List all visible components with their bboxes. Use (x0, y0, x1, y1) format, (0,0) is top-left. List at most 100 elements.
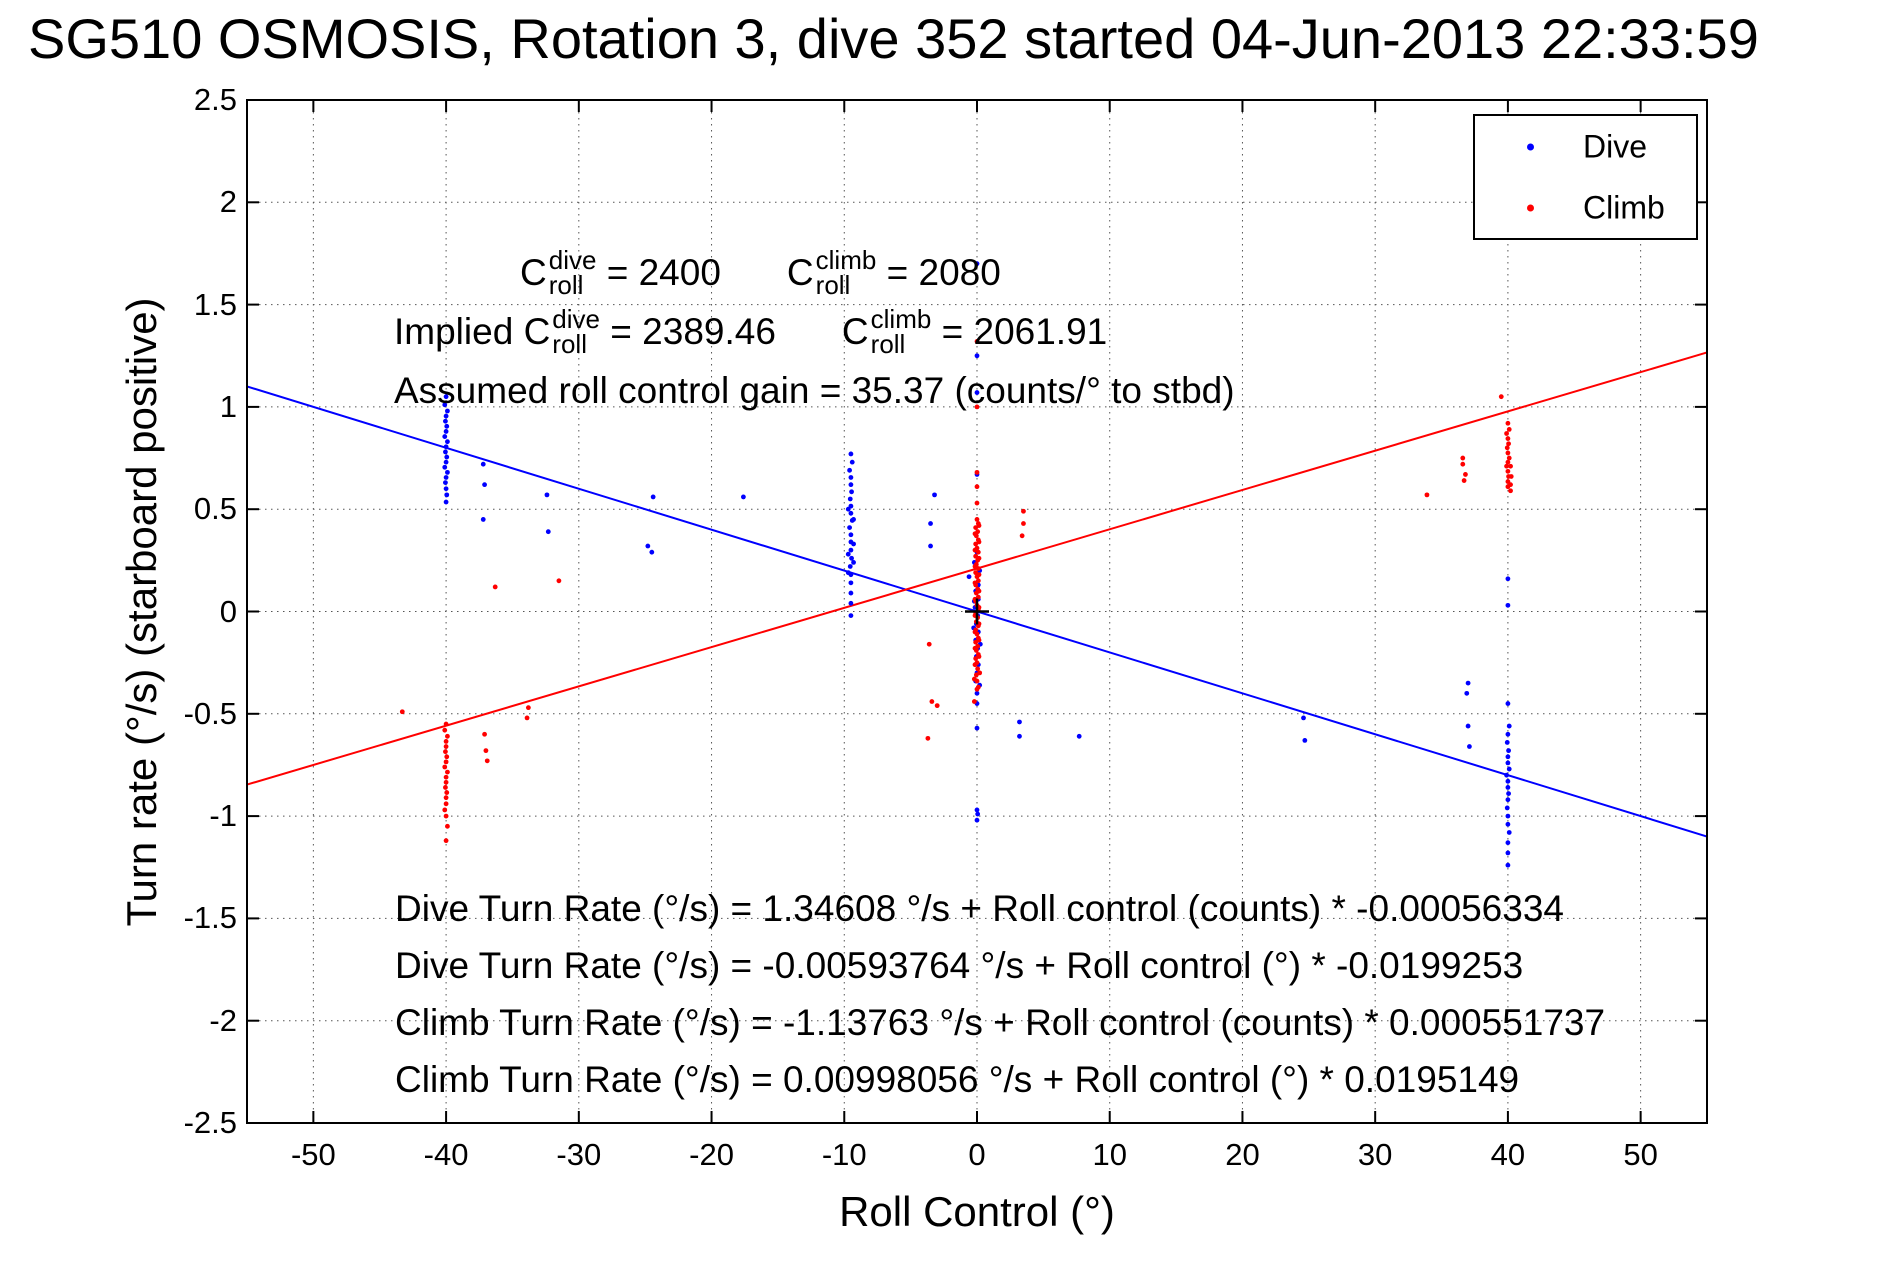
scatter-point-climb (1460, 461, 1466, 467)
scatter-point-dive (974, 390, 980, 395)
scatter-point-dive (649, 549, 655, 555)
scatter-point-climb (443, 739, 449, 744)
scatter-point-dive (1506, 723, 1512, 729)
scatter-point-dive (1505, 840, 1511, 846)
scatter-point-climb (442, 807, 448, 813)
x-tick-label: -30 (556, 1137, 602, 1172)
scatter-point-dive (851, 559, 856, 565)
scatter-point-climb (445, 823, 450, 829)
scatter-point-dive (442, 464, 448, 470)
y-tick-label: 1.5 (193, 286, 237, 322)
scatter-point-dive (847, 496, 853, 502)
scatter-point-climb (443, 813, 449, 819)
scatter-point-dive (480, 517, 486, 522)
scatter-point-dive (974, 807, 980, 813)
x-tick-label: -20 (689, 1137, 734, 1172)
scatter-point-dive (848, 482, 854, 488)
scatter-point-dive (847, 525, 852, 531)
scatter-point-climb (977, 670, 983, 676)
scatter-point-climb (443, 721, 449, 727)
scatter-point-dive (1504, 805, 1510, 811)
scatter-point-climb (443, 779, 449, 785)
scatter-point-climb (443, 774, 449, 780)
scatter-point-climb (972, 580, 978, 586)
scatter-point-climb (524, 715, 530, 721)
implied-climb-value: = 2061.91 (931, 310, 1108, 352)
y-tick-label: 0 (219, 593, 237, 629)
scatter-point-dive (545, 529, 551, 535)
scatter-point-dive (445, 469, 450, 475)
scatter-point-dive (650, 494, 656, 500)
scatter-point-dive (851, 517, 856, 522)
c-dive-value: = 2400 (596, 251, 721, 293)
scatter-point-dive (443, 418, 448, 424)
scatter-point-dive (974, 725, 980, 731)
scatter-point-dive (1505, 821, 1511, 827)
c-symbol: C (841, 310, 869, 352)
scatter-point-dive (974, 690, 980, 696)
scatter-point-dive (848, 475, 854, 480)
scatter-point-climb (1505, 468, 1511, 474)
scatter-point-dive (1506, 830, 1512, 835)
climb-degrees-equation: Climb Turn Rate (°/s) = 0.00998056 °/s +… (395, 1059, 1520, 1100)
scatter-point-climb (1463, 472, 1468, 477)
scatter-point-dive (849, 489, 854, 495)
x-tick-label: 10 (1092, 1137, 1127, 1172)
legend-label-climb: Climb (1583, 189, 1665, 225)
scatter-point-dive (975, 811, 981, 817)
scatter-point-dive (1017, 733, 1022, 739)
scatter-point-climb (925, 735, 931, 741)
scatter-point-climb (929, 699, 935, 704)
scatter-point-climb (1508, 482, 1513, 488)
scatter-point-dive (845, 570, 851, 576)
scatter-point-dive (848, 547, 854, 553)
scatter-point-dive (1505, 797, 1511, 803)
scatter-point-climb (445, 733, 450, 739)
scatter-point-climb (1505, 420, 1511, 426)
y-tick-label: -0.5 (183, 695, 237, 731)
scatter-point-dive (443, 499, 449, 505)
y-tick-label: 1 (219, 388, 237, 424)
figure-title: SG510 OSMOSIS, Rotation 3, dive 352 star… (28, 7, 1759, 70)
scatter-point-climb (976, 572, 982, 578)
scatter-point-dive (444, 454, 450, 460)
scatter-point-dive (544, 492, 550, 498)
scatter-point-dive (1465, 723, 1471, 729)
scatter-point-dive (974, 261, 980, 267)
scatter-point-climb (556, 578, 562, 584)
scatter-point-dive (443, 429, 449, 434)
scatter-point-dive (848, 510, 854, 516)
scatter-point-dive (1505, 862, 1511, 868)
scatter-point-dive (1465, 680, 1471, 686)
supsub-dive: dive roll (548, 245, 597, 300)
scatter-point-climb (972, 629, 978, 635)
scatter-point-dive (1505, 731, 1511, 737)
scatter-point-climb (971, 699, 977, 704)
scatter-point-dive (1504, 740, 1510, 745)
scatter-point-climb (974, 484, 980, 490)
supsub-climb: climb roll (870, 304, 932, 359)
scatter-point-climb (444, 790, 450, 795)
scatter-point-climb (975, 666, 981, 672)
scatter-point-climb (972, 531, 978, 537)
scatter-point-dive (1505, 701, 1511, 706)
x-tick-label: -40 (423, 1137, 469, 1172)
scatter-point-climb (974, 469, 980, 475)
scatter-point-dive (443, 480, 448, 486)
y-tick-label: 2 (219, 184, 237, 220)
dive-degrees-equation: Dive Turn Rate (°/s) = -0.00593764 °/s +… (395, 945, 1524, 986)
scatter-point-dive (848, 451, 854, 457)
scatter-point-climb (1504, 431, 1509, 436)
y-tick-label: -1 (209, 798, 237, 834)
legend-box: Dive Climb (1473, 114, 1698, 240)
scatter-point-climb (974, 686, 980, 692)
scatter-point-climb (1021, 508, 1026, 514)
scatter-point-climb (971, 676, 977, 682)
scatter-point-dive (1464, 690, 1470, 696)
scatter-point-dive (1302, 737, 1308, 743)
scatter-point-climb (974, 517, 980, 522)
y-tick-label: -2 (209, 1002, 237, 1038)
